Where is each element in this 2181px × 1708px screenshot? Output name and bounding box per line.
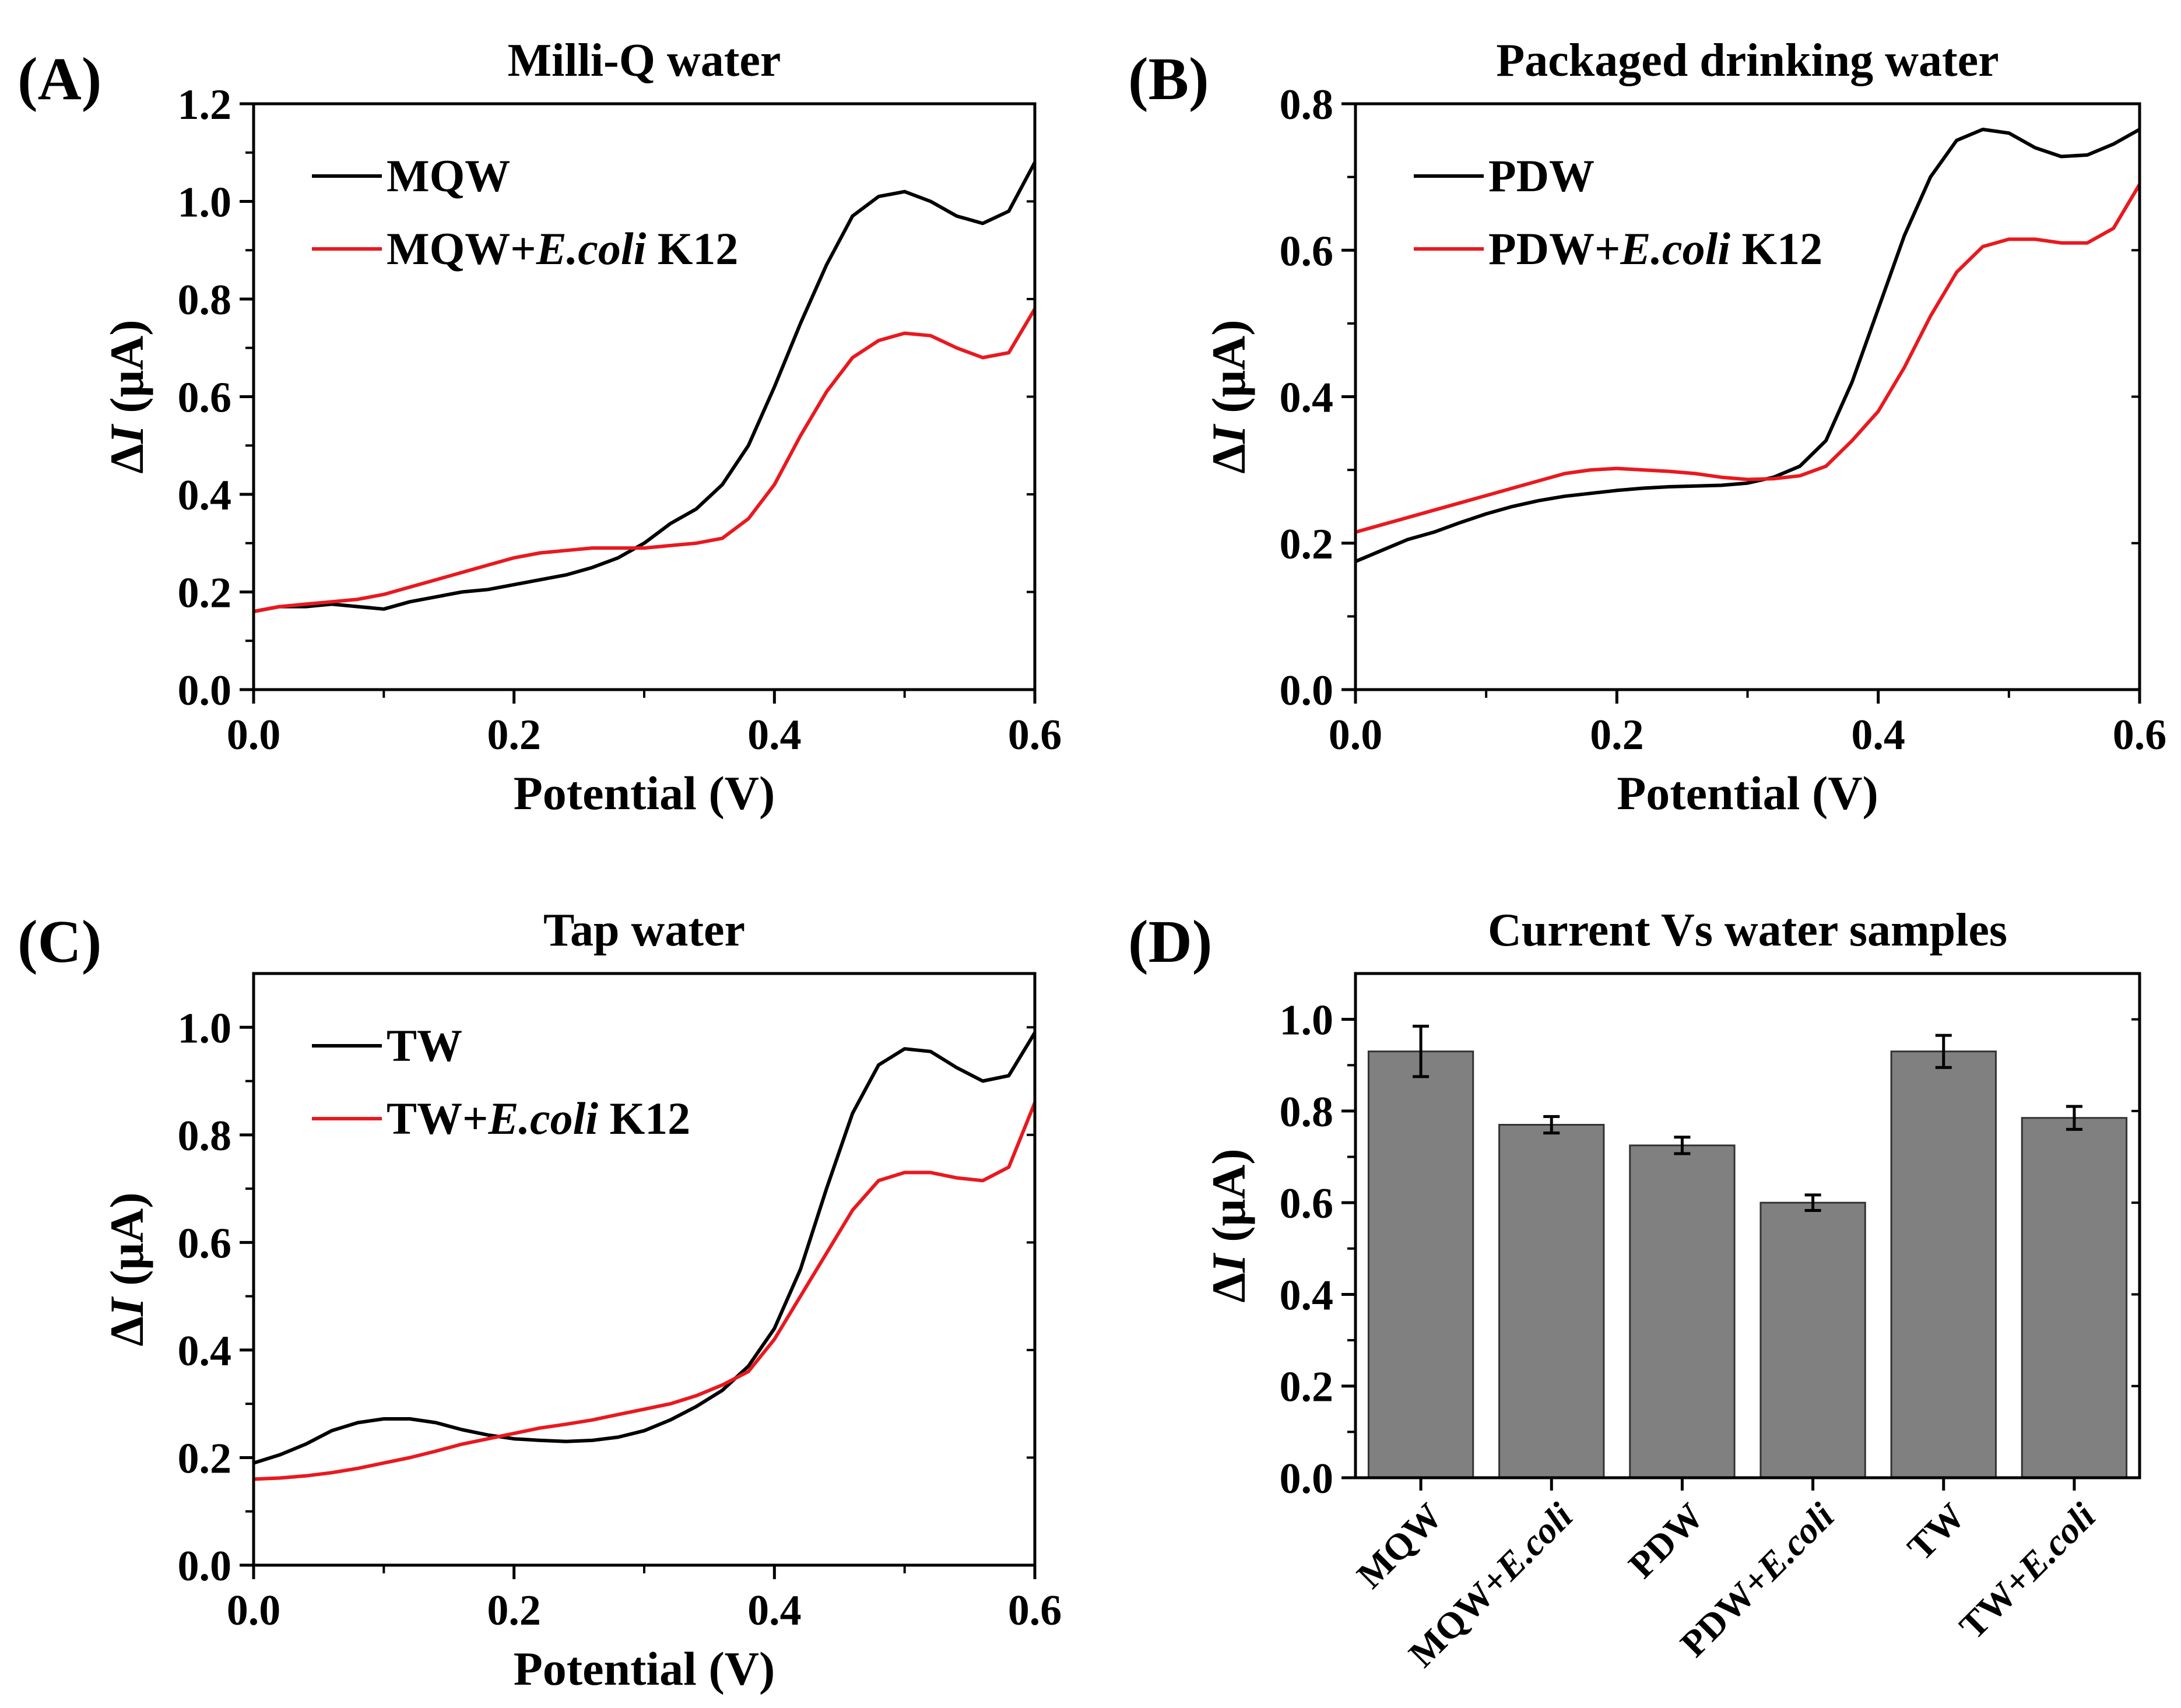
x-tick-label: 0.0 [227,711,281,759]
x-tick-label: 0.0 [227,1587,281,1635]
y-tick-label: 0.8 [178,1112,232,1160]
x-tick-label: 0.0 [1329,711,1383,759]
panel-letter: (A) [17,45,101,113]
plot-frame [252,972,1037,1567]
y-axis-label: ΔI (μA) [1202,1148,1255,1302]
y-axis-label: ΔI (μA) [100,1192,153,1346]
bar [1367,1050,1474,1479]
y-tick-label: 0.4 [178,472,232,519]
bar [2021,1117,2128,1479]
x-tick-label: 0.2 [1590,711,1644,759]
y-tick-label: 0.0 [178,667,232,715]
series-line-sample [253,1031,1037,1465]
y-tick-label: 0.4 [1280,1271,1334,1319]
series-line-sample-with-ecoli [253,1102,1037,1481]
category-label: MQW [1349,1495,1450,1596]
panel-d: (D) Current Vs water samples 0.0 0.2 0.4 0.6 0… [1128,905,2141,1675]
y-tick-label: 0.4 [1280,374,1334,422]
y-tick-label: 0.6 [1280,1180,1334,1228]
y-tick-label: 0.6 [178,374,232,422]
legend-entry: PDW+E.coli K12 [1488,223,1822,274]
panel-title: Current Vs water samples [1488,905,2007,956]
y-tick-label: 0.2 [178,1435,232,1482]
x-axis-label: Potential (V) [1617,767,1878,820]
panel-letter: (B) [1128,45,1209,113]
legend-entry: MQW+E.coli K12 [387,223,738,274]
series-line-sample-with-ecoli [1355,183,2141,534]
y-tick-label: 0.2 [1280,521,1334,568]
x-axis-label: Potential (V) [514,767,775,820]
x-tick-label: 0.6 [1008,1587,1062,1635]
x-axis-label: Potential (V) [514,1642,775,1695]
y-axis-label: ΔI (μA) [100,319,153,473]
series-line-sample-with-ecoli [253,308,1037,613]
panel-title: Packaged drinking water [1496,35,1999,86]
y-tick-label: 0.0 [1280,1455,1334,1503]
y-tick-label: 0.6 [178,1220,232,1267]
x-tick-label: 0.4 [747,711,802,759]
category-label: TW+E.coli [1951,1495,2103,1647]
plot-frame [252,102,1037,691]
y-tick-label: 0.2 [178,570,232,617]
bar [1498,1124,1605,1479]
category-label: TW [1899,1495,1973,1569]
legend-entry: TW+E.coli K12 [387,1093,690,1144]
series-line-sample [1354,128,2141,563]
legend-entry: PDW [1488,150,1595,201]
panel-letter: (D) [1128,908,1212,975]
x-tick-label: 0.2 [487,1587,541,1635]
category-label: PDW [1621,1495,1712,1586]
panel-title: Milli-Q water [508,35,781,86]
legend-entry: MQW [387,150,510,201]
series-line-sample [253,161,1037,613]
panel-b: (B) Packaged drinking water 0.0 0.2 0.4 0.6 0.… [1128,35,2166,820]
panel-title: Tap water [543,905,745,956]
bar [1759,1201,1866,1479]
x-tick-label: 0.6 [1008,711,1062,759]
y-axis-label: ΔI (μA) [1202,319,1255,473]
x-tick-label: 0.4 [1851,711,1905,759]
y-tick-label: 0.6 [1280,227,1334,275]
x-tick-label: 0.2 [487,711,541,759]
panel-a: (A) Milli-Q water 0.0 0.2 0.4 0.6 0.8 1.0 1.2 ΔI … [17,35,1062,820]
y-tick-label: 1.2 [178,81,232,129]
y-tick-label: 1.0 [178,179,232,227]
plot-frame [1354,102,2141,691]
x-tick-label: 0.6 [2113,711,2167,759]
y-tick-label: 0.4 [178,1327,232,1375]
y-tick-label: 0.8 [178,276,232,324]
y-tick-label: 1.0 [178,1004,232,1052]
y-tick-label: 0.0 [178,1542,232,1590]
panel-c: (C) Tap water 0.0 0.2 0.4 0.6 0.8 1.0 ΔI (μA) 0.0… [17,905,1062,1695]
bar [1629,1144,1736,1479]
legend-entry: TW [387,1020,462,1071]
bar [1890,1050,1997,1479]
y-tick-label: 1.0 [1280,997,1334,1045]
y-tick-label: 0.8 [1280,81,1334,129]
y-tick-label: 0.2 [1280,1363,1334,1411]
x-tick-label: 0.4 [747,1587,802,1635]
panel-letter: (C) [17,908,101,975]
plot-frame [1354,972,2141,1479]
y-tick-label: 0.8 [1280,1088,1334,1136]
y-tick-label: 0.0 [1280,667,1334,715]
